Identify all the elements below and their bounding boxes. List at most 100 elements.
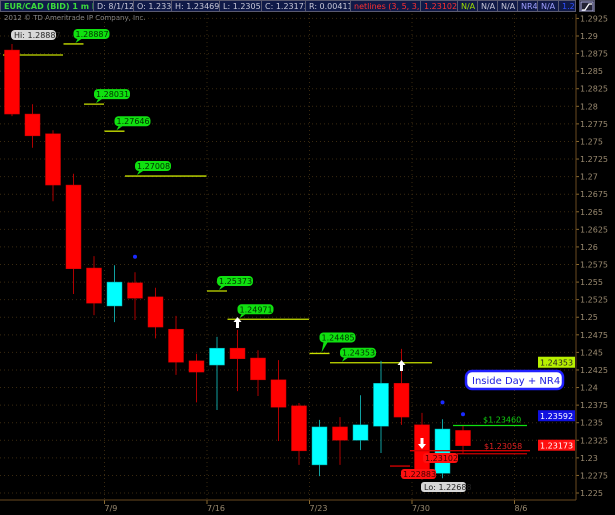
x-tick-label: 8/6 — [515, 504, 528, 513]
y-tick-label: 1.255 — [580, 278, 603, 287]
y-tick-label: 1.235 — [580, 419, 603, 428]
chart-style-icon — [580, 1, 594, 11]
down-arrow-icon — [418, 438, 426, 449]
y-tick-label: 1.2825 — [580, 85, 608, 94]
hi-label-bg — [11, 30, 56, 40]
low-mark-label: 1.23102 — [425, 454, 458, 463]
candle-up — [311, 426, 328, 466]
y-tick-label: 1.27 — [580, 173, 598, 182]
last-box: 1.2 — [558, 0, 576, 12]
price-badge — [538, 356, 575, 368]
up-arrow-icon — [397, 360, 406, 371]
candle-down — [250, 357, 266, 381]
candle-down — [229, 347, 246, 359]
target-down-label: $1.23058 — [484, 442, 522, 451]
y-tick-label: 1.285 — [580, 67, 603, 76]
level-label: 1.24353 — [342, 349, 375, 358]
chart-style-button[interactable] — [579, 0, 595, 12]
candle-down — [188, 360, 205, 373]
y-tick-label: 1.2325 — [580, 436, 608, 445]
candle-down — [147, 296, 164, 328]
candle-up — [352, 424, 369, 441]
target-up-label: $1.23460 — [483, 416, 521, 425]
low-box: L: 1.23058 — [219, 0, 262, 12]
level-label-bg — [340, 347, 376, 358]
y-tick-label: 1.2275 — [580, 471, 608, 480]
y-tick-label: 1.275 — [580, 137, 603, 146]
lo-label-bg — [421, 482, 466, 492]
y-tick-label: 1.25 — [580, 313, 598, 322]
level-label-bg — [237, 304, 274, 315]
y-tick-label: 1.2475 — [580, 331, 608, 340]
lo-label: Lo: 1.22688 — [424, 483, 472, 492]
x-tick-label: 7/9 — [105, 504, 118, 513]
signal-dot — [461, 412, 465, 417]
y-tick-label: 1.2375 — [580, 401, 608, 410]
close-box: C: 1.23173 — [261, 0, 306, 12]
level-label-bg — [94, 89, 130, 100]
y-tick-label: 1.2675 — [580, 190, 608, 199]
level-label-bg — [135, 161, 171, 172]
x-tick-label: 7/23 — [310, 504, 328, 513]
y-tick-label: 1.225 — [580, 489, 603, 498]
level-label: 1.27008 — [137, 162, 170, 171]
na-box-4: N/A — [537, 0, 559, 12]
y-tick-label: 1.2725 — [580, 155, 608, 164]
x-tick-label: 7/16 — [207, 504, 225, 513]
y-tick-label: 1.2875 — [580, 50, 608, 59]
level-label-pointer — [116, 126, 123, 131]
candle-down — [270, 379, 287, 408]
level-label: 1.24485 — [322, 333, 355, 342]
candle-up — [373, 383, 389, 427]
hi-label: Hi: 1.28887 — [14, 31, 61, 40]
level-label-pointer — [321, 342, 328, 353]
price-badge — [538, 439, 575, 451]
low-mark-label: 1.22883 — [403, 470, 436, 479]
level-label: 1.27646 — [117, 117, 150, 126]
y-tick-label: 1.2575 — [580, 261, 608, 270]
signal-label: Inside Day + NR4 — [472, 376, 560, 387]
candle-down — [65, 184, 82, 269]
level-label-pointer — [137, 171, 143, 176]
level-label-bg — [114, 116, 151, 127]
y-tick-label: 1.2775 — [580, 120, 608, 129]
y-tick-label: 1.2425 — [580, 366, 608, 375]
price-badge-label: 1.23592 — [540, 412, 573, 421]
candle-down — [45, 133, 61, 186]
level-label-pointer — [342, 357, 348, 362]
candle-up — [209, 347, 225, 366]
y-tick-label: 1.245 — [580, 348, 603, 357]
level-label-pointer — [239, 314, 246, 319]
y-tick-label: 1.26 — [580, 243, 598, 252]
candle-down — [127, 282, 143, 299]
y-tick-label: 1.28 — [580, 102, 598, 111]
open-box: O: 1.2339 — [133, 0, 172, 12]
candle-down — [168, 328, 184, 363]
date-box: D: 8/1/12 — [93, 0, 134, 12]
y-tick-label: 1.29 — [580, 32, 598, 41]
level-label-bg — [73, 28, 110, 39]
price-badge-label: 1.23173 — [540, 442, 573, 451]
level-label-pointer — [219, 286, 225, 291]
level-label-bg — [319, 332, 356, 343]
range-box: R: 0.00411 — [305, 0, 351, 12]
signal-dot — [133, 254, 137, 259]
candle-down — [86, 267, 102, 304]
x-tick-label: 7/30 — [412, 504, 430, 513]
y-tick-label: 1.24 — [580, 384, 598, 393]
header-bar: EUR/CAD (BID) 1 m D D: 8/1/12 O: 1.2339 … — [0, 0, 615, 13]
level-label: 1.25373 — [219, 277, 252, 286]
y-tick-label: 1.2625 — [580, 225, 608, 234]
na-box-3: N/A — [497, 0, 518, 12]
candle-up — [106, 281, 123, 307]
candle-down — [332, 426, 348, 441]
symbol-box[interactable]: EUR/CAD (BID) 1 m D — [0, 0, 94, 12]
level-label-bg — [217, 276, 253, 287]
candle-down — [4, 49, 20, 115]
low-mark-bg — [401, 469, 436, 479]
low-mark-bg — [423, 453, 458, 463]
level-label: 1.28031 — [96, 90, 129, 99]
signal-dot — [440, 400, 445, 405]
y-tick-label: 1.2525 — [580, 296, 608, 305]
